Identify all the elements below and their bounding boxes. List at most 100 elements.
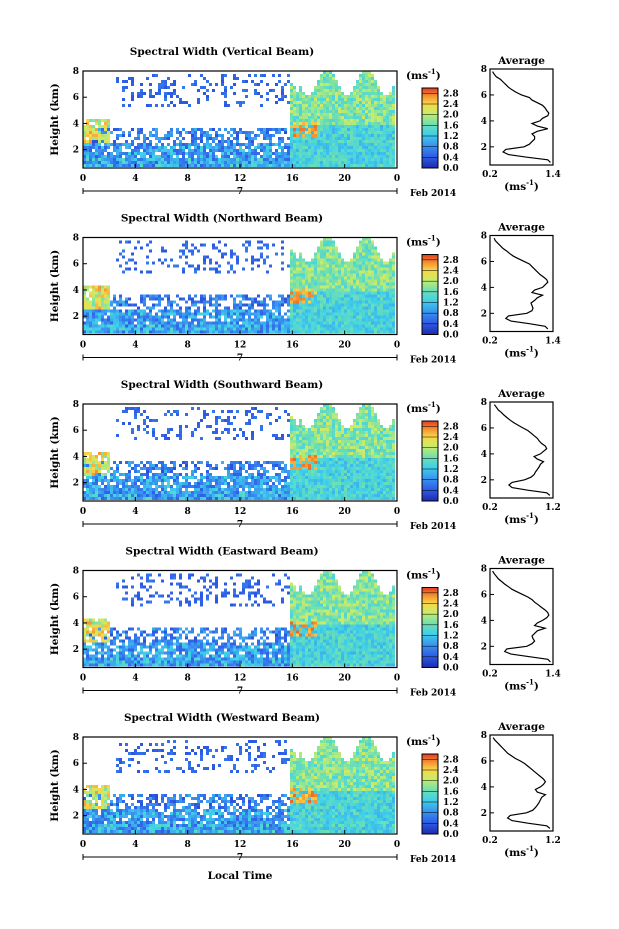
heatmap-cell <box>206 161 209 164</box>
heatmap-cell <box>374 300 377 304</box>
heatmap-cell <box>263 134 266 137</box>
heatmap-cell <box>131 407 134 410</box>
heatmap-cell <box>350 276 353 280</box>
heatmap-cell <box>356 315 359 319</box>
heatmap-cell <box>314 434 317 437</box>
y-axis-label: Height (km) <box>49 83 61 155</box>
heatmap-cell <box>137 143 140 146</box>
heatmap-cell <box>101 155 104 158</box>
heatmap-cell <box>311 464 314 467</box>
heatmap-cell <box>323 252 326 256</box>
heatmap-cell <box>383 279 386 283</box>
heatmap-cell <box>329 285 332 289</box>
heatmap-cell <box>182 86 185 89</box>
heatmap-cell <box>194 470 197 473</box>
heatmap-cell <box>353 152 356 155</box>
heatmap-cell <box>179 330 182 334</box>
heatmap-cell <box>386 312 389 316</box>
heatmap-cell <box>344 140 347 143</box>
heatmap-cell <box>377 164 380 167</box>
heatmap-cell <box>335 324 338 328</box>
heatmap-cell <box>212 267 215 271</box>
heatmap-cell <box>281 267 284 271</box>
heatmap-cell <box>245 158 248 161</box>
heatmap-cell <box>275 318 278 322</box>
heatmap-cell <box>305 137 308 140</box>
heatmap-cell <box>197 161 200 164</box>
heatmap-cell <box>188 491 191 494</box>
heatmap-cell <box>302 149 305 152</box>
heatmap-cell <box>392 95 395 98</box>
heatmap-cell <box>278 488 281 491</box>
heatmap-cell <box>383 273 386 277</box>
heatmap-cell <box>191 330 194 334</box>
heatmap-cell <box>329 128 332 131</box>
heatmap-cell <box>293 92 296 95</box>
heatmap-cell <box>356 309 359 313</box>
heatmap-cell <box>311 479 314 482</box>
heatmap-cell <box>269 140 272 143</box>
heatmap-cell <box>296 146 299 149</box>
heatmap-cell <box>329 83 332 86</box>
heatmap-cell <box>302 482 305 485</box>
heatmap-cell <box>200 479 203 482</box>
heatmap-cell <box>305 476 308 479</box>
heatmap-cell <box>329 107 332 110</box>
heatmap-cell <box>392 279 395 283</box>
heatmap-cell <box>356 104 359 107</box>
heatmap-cell <box>386 267 389 271</box>
heatmap-cell <box>365 131 368 134</box>
heatmap-cell <box>341 122 344 125</box>
heatmap-cell <box>377 152 380 155</box>
heatmap-cell <box>200 494 203 497</box>
heatmap-cell <box>95 303 98 307</box>
heatmap-cell <box>206 98 209 101</box>
heatmap-cell <box>314 113 317 116</box>
heatmap-cell <box>230 464 233 467</box>
heatmap-cell <box>362 164 365 167</box>
heatmap-cell <box>260 327 263 331</box>
heatmap-cell <box>248 419 251 422</box>
heatmap-cell <box>266 143 269 146</box>
heatmap-cell <box>128 158 131 161</box>
heatmap-cell <box>362 312 365 316</box>
heatmap-cell <box>380 164 383 167</box>
heatmap-cell <box>182 137 185 140</box>
heatmap-cell <box>314 267 317 271</box>
heatmap-cell <box>128 485 131 488</box>
heatmap-cell <box>320 92 323 95</box>
heatmap-cell <box>170 152 173 155</box>
heatmap-cell <box>140 327 143 331</box>
heatmap-cell <box>164 152 167 155</box>
heatmap-cell <box>137 318 140 322</box>
heatmap-cell <box>317 264 320 268</box>
heatmap-cell <box>146 324 149 328</box>
heatmap-cell <box>206 470 209 473</box>
heatmap-cell <box>251 327 254 331</box>
heatmap-cell <box>122 161 125 164</box>
heatmap-cell <box>119 240 122 244</box>
heatmap-cell <box>311 98 314 101</box>
heatmap-cell <box>92 476 95 479</box>
heatmap-cell <box>155 137 158 140</box>
heatmap-cell <box>353 164 356 167</box>
heatmap-cell <box>86 467 89 470</box>
heatmap-cell <box>224 324 227 328</box>
heatmap-cell <box>161 434 164 437</box>
heatmap-cell <box>98 497 101 500</box>
heatmap-cell <box>182 476 185 479</box>
heatmap-cell <box>137 494 140 497</box>
heatmap-cell <box>371 321 374 325</box>
heatmap-cell <box>116 315 119 319</box>
heatmap-cell <box>320 452 323 455</box>
heatmap-cell <box>167 494 170 497</box>
heatmap-cell <box>338 318 341 322</box>
heatmap-cell <box>275 473 278 476</box>
heatmap-cell <box>95 164 98 167</box>
heatmap-cell <box>308 164 311 167</box>
heatmap-cell <box>272 143 275 146</box>
heatmap-cell <box>365 294 368 298</box>
heatmap-cell <box>215 318 218 322</box>
colorbar-tick-label: 1.2 <box>443 132 459 142</box>
heatmap-cell <box>200 482 203 485</box>
